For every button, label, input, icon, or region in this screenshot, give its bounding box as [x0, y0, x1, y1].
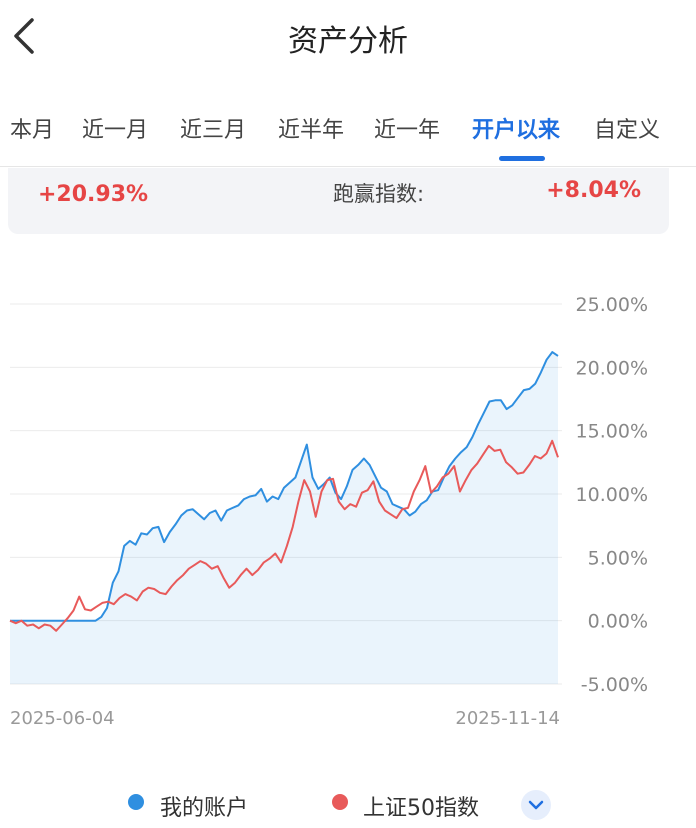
- y-axis: 25.00% 20.00% 15.00% 10.00% 5.00% 0.00% -5.00%: [576, 294, 648, 696]
- y-tick-label: 15.00%: [576, 421, 648, 443]
- active-tab-indicator: [499, 156, 545, 161]
- y-tick-label: 25.00%: [576, 294, 648, 316]
- series-line-0: [10, 351, 559, 622]
- tab-last-3-months[interactable]: 近三月: [180, 118, 247, 143]
- tab-since-opening[interactable]: 开户以来: [472, 118, 561, 143]
- tab-custom[interactable]: 自定义: [594, 118, 661, 143]
- chevron-left-icon: [14, 18, 34, 54]
- y-tick-label: 10.00%: [576, 484, 648, 506]
- chart-legend: 我的账户 上证50指数: [0, 778, 696, 828]
- return-chart[interactable]: 25.00% 20.00% 15.00% 10.00% 5.00% 0.00% -5.00%…: [0, 280, 696, 740]
- legend-dot-account: [128, 794, 144, 810]
- series-area-0: [10, 352, 558, 684]
- top-bar: 资产分析: [0, 0, 696, 78]
- y-tick-label: -5.00%: [581, 674, 648, 696]
- back-button[interactable]: [10, 14, 40, 58]
- page-title: 资产分析: [288, 24, 408, 59]
- series-layer: [9, 351, 559, 684]
- chart-grid: [10, 303, 562, 685]
- legend-dot-index: [332, 794, 348, 810]
- chevron-down-icon: [528, 800, 544, 810]
- series-line-1: [9, 439, 559, 632]
- x-end-label: 2025-11-14: [455, 708, 560, 729]
- tabs-divider: [0, 166, 696, 167]
- legend-expand-button[interactable]: [521, 790, 551, 820]
- tab-this-month[interactable]: 本月: [10, 118, 55, 143]
- y-tick-label: 5.00%: [588, 547, 648, 569]
- x-start-label: 2025-06-04: [10, 708, 115, 729]
- tab-last-month[interactable]: 近一月: [82, 118, 149, 143]
- tab-last-year[interactable]: 近一年: [374, 118, 441, 143]
- benchmark-label: 跑赢指数:: [333, 182, 425, 206]
- legend-label-index: 上证50指数: [363, 796, 479, 821]
- y-tick-label: 20.00%: [576, 357, 648, 379]
- y-tick-label: 0.00%: [588, 611, 648, 633]
- summary-card: +20.93% 跑赢指数: +8.04%: [8, 168, 669, 234]
- tab-last-half-year[interactable]: 近半年: [278, 118, 345, 143]
- period-tabs: 本月 近一月 近三月 近半年 近一年 开户以来 自定义: [0, 100, 696, 164]
- legend-label-account: 我的账户: [160, 796, 249, 821]
- return-value: +20.93%: [38, 182, 149, 207]
- benchmark-value: +8.04%: [546, 178, 641, 203]
